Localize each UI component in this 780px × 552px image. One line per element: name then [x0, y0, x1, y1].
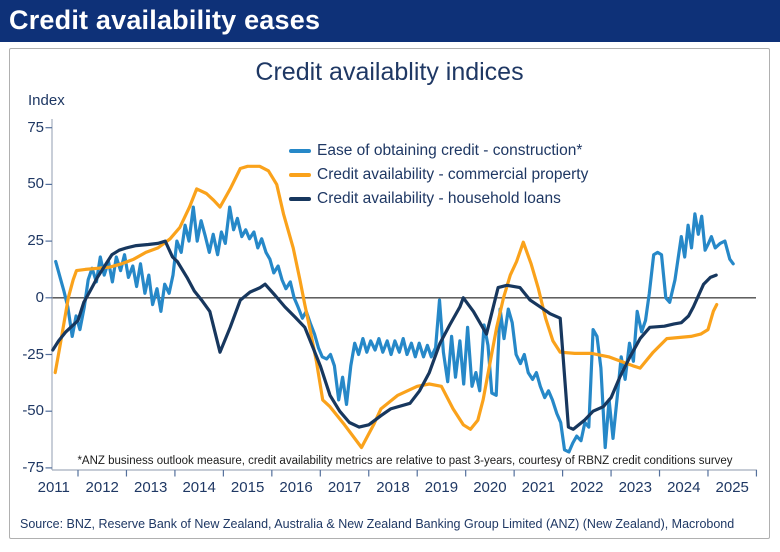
construction-line-swatch — [289, 148, 311, 154]
series-line-1 — [53, 164, 719, 450]
series-line-0 — [54, 205, 735, 454]
chart-footnote: *ANZ business outlook measure, credit av… — [77, 455, 733, 467]
x-tick-label: 2020 — [473, 479, 507, 496]
x-tick-label: 2017 — [327, 479, 362, 496]
x-tick-label: 2022 — [570, 479, 604, 496]
slide-header-title: Credit availability eases — [9, 5, 321, 35]
x-tick-label: 2018 — [376, 479, 410, 496]
y-tick-label: 0 — [35, 288, 44, 306]
series-line-2 — [51, 239, 718, 431]
chart-card — [9, 48, 770, 539]
x-tick-label: 2015 — [230, 479, 265, 496]
y-axis-unit-label: Index — [28, 92, 65, 109]
y-tick-label: -25 — [22, 345, 44, 363]
legend-label: Credit availability - household loans — [317, 190, 561, 207]
y-tick-label: -75 — [22, 458, 44, 476]
slide-header: Credit availability eases — [0, 0, 780, 42]
household-loans-line-swatch — [289, 196, 311, 202]
y-tick-label: 25 — [27, 232, 44, 250]
x-tick-label: 2012 — [85, 479, 119, 496]
x-tick-label: 2014 — [182, 479, 216, 496]
legend-item-construction: Ease of obtaining credit - construction* — [289, 139, 588, 163]
chart-legend: Ease of obtaining credit - construction*… — [289, 139, 588, 211]
y-tick-label: 50 — [27, 175, 44, 193]
x-tick-label: 2019 — [424, 479, 459, 496]
x-tick-label: 2025 — [715, 479, 749, 496]
legend-item-commercial-property: Credit availability - commercial propert… — [289, 163, 588, 187]
x-tick-label: 2013 — [134, 479, 168, 496]
legend-item-household-loans: Credit availability - household loans — [289, 187, 588, 211]
x-tick-label: 2021 — [521, 479, 556, 496]
y-tick-label: -50 — [22, 402, 44, 420]
source-line: Source: BNZ, Reserve Bank of New Zealand… — [20, 517, 735, 531]
legend-label: Ease of obtaining credit - construction* — [317, 142, 583, 159]
chart-title: Credit availablity indices — [255, 58, 524, 86]
y-tick-label: 75 — [27, 118, 44, 136]
x-tick-label: 2016 — [279, 479, 313, 496]
x-tick-label: 2023 — [618, 479, 652, 496]
x-tick-label: 2011 — [37, 479, 70, 496]
legend-label: Credit availability - commercial propert… — [317, 166, 589, 183]
x-tick-label: 2024 — [667, 479, 701, 496]
commercial-property-line-swatch — [289, 172, 311, 178]
